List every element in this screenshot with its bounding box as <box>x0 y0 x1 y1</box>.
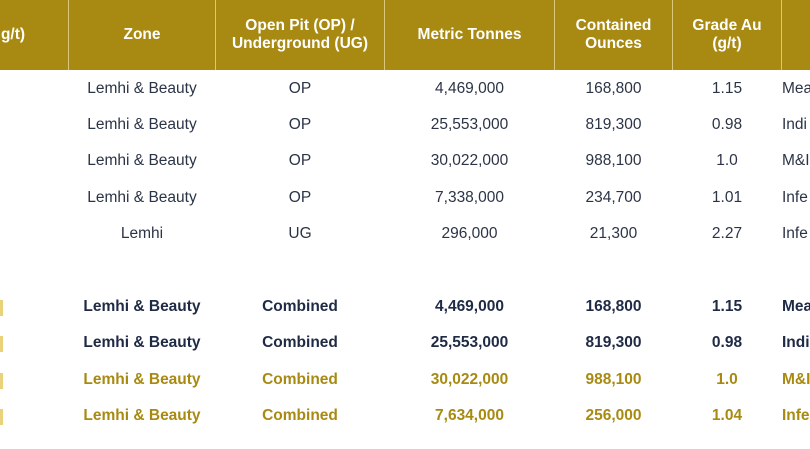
row-edge-marker <box>0 300 3 316</box>
ounces-cell: 988,100 <box>585 371 642 388</box>
header-divider <box>554 0 555 70</box>
type-cell: UG <box>288 225 312 242</box>
grade-cell: 0.98 <box>711 116 743 133</box>
header-grade-au: Grade Au (g/t) <box>692 17 762 52</box>
row-edge-marker <box>0 336 3 352</box>
tonnes-cell: 4,469,000 <box>435 298 504 315</box>
zone-cell: Lemhi & Beauty <box>83 371 201 388</box>
total-row: Lemhi & Beauty Combined 30,022,000 988,1… <box>0 362 810 398</box>
grade-cell: 2.27 <box>711 225 743 242</box>
row-edge-marker <box>0 409 3 425</box>
table-row: Lemhi & Beauty OP 7,338,000 234,700 1.01… <box>0 180 810 216</box>
type-cell: Combined <box>262 407 338 424</box>
grade-cell: 1.0 <box>716 152 738 169</box>
type-cell: Combined <box>262 298 338 315</box>
category-cell: Indi <box>782 116 807 133</box>
ounces-cell: 168,800 <box>585 80 642 97</box>
ounces-cell: 256,000 <box>585 407 642 424</box>
total-row: Lemhi & Beauty Combined 4,469,000 168,80… <box>0 289 810 325</box>
category-cell: M&I <box>782 152 810 169</box>
ounces-cell: 819,300 <box>585 116 642 133</box>
type-cell: OP <box>288 80 312 97</box>
category-cell: M&I <box>782 371 810 388</box>
table-row: Lemhi & Beauty OP 30,022,000 988,100 1.0… <box>0 143 810 179</box>
header-divider <box>215 0 216 70</box>
header-divider <box>672 0 673 70</box>
zone-cell: Lemhi & Beauty <box>83 334 201 351</box>
ounces-cell: 168,800 <box>585 298 642 315</box>
ounces-cell: 988,100 <box>585 152 642 169</box>
header-op-ug: Open Pit (OP) / Underground (UG) <box>231 17 369 52</box>
total-row: Lemhi & Beauty Combined 25,553,000 819,3… <box>0 325 810 361</box>
grade-cell: 1.15 <box>711 298 743 315</box>
type-cell: OP <box>288 152 312 169</box>
table-row: Lemhi UG 296,000 21,300 2.27 Infe <box>0 216 810 252</box>
zone-cell: Lemhi & Beauty <box>87 152 197 169</box>
tonnes-cell: 30,022,000 <box>430 152 509 169</box>
header-zone: Zone <box>123 26 161 43</box>
category-cell: Infe <box>782 225 808 242</box>
ounces-cell: 819,300 <box>585 334 642 351</box>
zone-cell: Lemhi <box>120 225 164 242</box>
tonnes-cell: 296,000 <box>441 225 498 242</box>
type-cell: Combined <box>262 334 338 351</box>
type-cell: OP <box>288 189 312 206</box>
category-cell: Infe <box>782 189 808 206</box>
total-row: Lemhi & Beauty Combined 7,634,000 256,00… <box>0 398 810 434</box>
header-divider <box>68 0 69 70</box>
zone-cell: Lemhi & Beauty <box>87 189 197 206</box>
tonnes-cell: 25,553,000 <box>430 334 509 351</box>
tonnes-cell: 7,634,000 <box>435 407 504 424</box>
grade-cell: 1.04 <box>711 407 743 424</box>
header-divider <box>384 0 385 70</box>
category-cell: Mea <box>782 298 810 315</box>
header-contained-ounces: Contained Ounces <box>575 17 652 52</box>
category-cell: Indi <box>782 334 810 351</box>
tonnes-cell: 30,022,000 <box>430 371 509 388</box>
ounces-cell: 234,700 <box>585 189 642 206</box>
type-cell: OP <box>288 116 312 133</box>
zone-cell: Lemhi & Beauty <box>87 116 197 133</box>
ounces-cell: 21,300 <box>589 225 638 242</box>
header-divider <box>781 0 782 70</box>
tonnes-cell: 7,338,000 <box>435 189 504 206</box>
grade-cell: 0.98 <box>711 334 743 351</box>
table-row: Lemhi & Beauty OP 4,469,000 168,800 1.15… <box>0 71 810 107</box>
header-metric-tonnes: Metric Tonnes <box>417 26 522 43</box>
category-cell: Infe <box>782 407 810 424</box>
tonnes-cell: 25,553,000 <box>430 116 509 133</box>
tonnes-cell: 4,469,000 <box>435 80 504 97</box>
row-edge-marker <box>0 373 3 389</box>
zone-cell: Lemhi & Beauty <box>83 298 201 315</box>
grade-cell: 1.15 <box>711 80 743 97</box>
category-cell: Mea <box>782 80 810 97</box>
grade-cell: 1.01 <box>711 189 743 206</box>
zone-cell: Lemhi & Beauty <box>83 407 201 424</box>
grade-cell: 1.0 <box>716 371 738 388</box>
table-header: g/t) Zone Open Pit (OP) / Underground (U… <box>0 0 810 70</box>
zone-cell: Lemhi & Beauty <box>87 80 197 97</box>
table-row: Lemhi & Beauty OP 25,553,000 819,300 0.9… <box>0 107 810 143</box>
type-cell: Combined <box>262 371 338 388</box>
header-grade-partial: g/t) <box>0 26 26 43</box>
